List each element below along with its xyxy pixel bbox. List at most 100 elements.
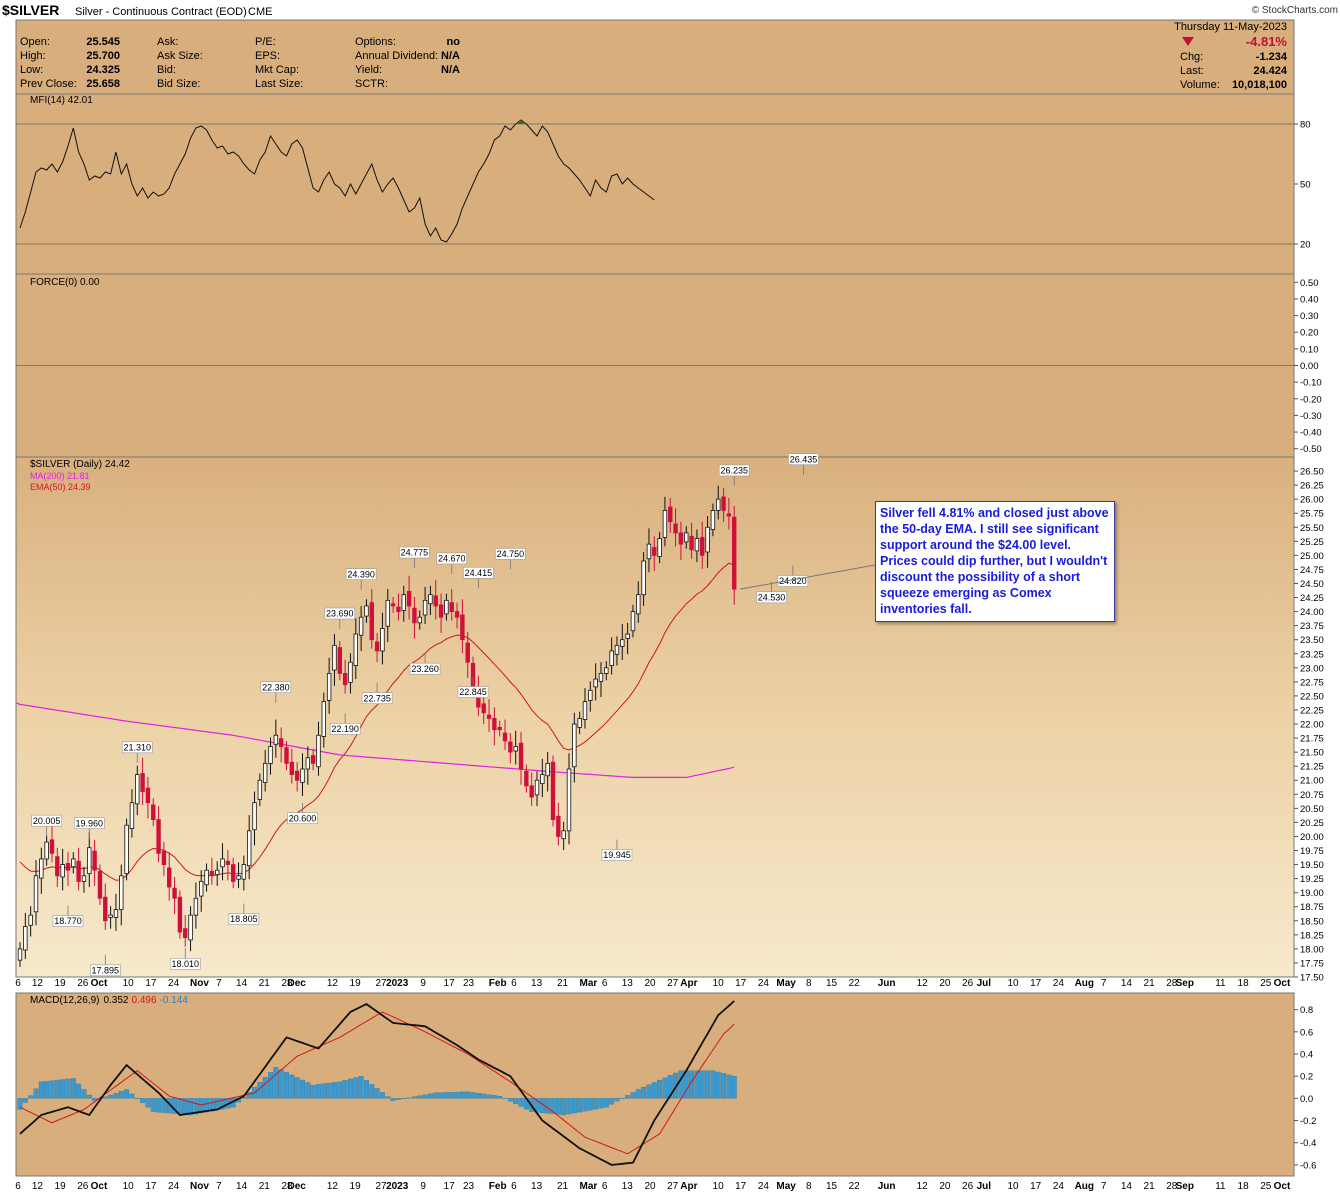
mark-label: 18.805 (230, 914, 258, 924)
price-mark: 24.775 (399, 546, 430, 569)
macd-histogram-bar (385, 1096, 391, 1099)
axis-tick-label: 21.50 (1300, 748, 1324, 759)
axis-tick-label: 19.00 (1300, 888, 1324, 899)
x-axis-label: Apr (680, 1181, 697, 1192)
candle-body (577, 718, 582, 728)
mark-box (777, 575, 809, 587)
quote-label: Ask Size: (157, 50, 203, 62)
candle-body (71, 858, 76, 868)
x-axis-label: 22 (849, 1181, 861, 1192)
mark-label: 22.735 (363, 693, 391, 703)
candle-body (646, 543, 652, 560)
macd-histogram-bar (28, 1095, 34, 1099)
price-candle (103, 883, 108, 930)
stat-label: Chg: (1180, 51, 1203, 63)
macd-histogram-bar (422, 1094, 428, 1099)
macd-histogram-bar (81, 1089, 87, 1099)
x-axis-label: 7 (1101, 978, 1107, 989)
price-candle (140, 757, 145, 805)
axis-tick-label: 25.00 (1300, 551, 1324, 562)
x-axis-label: 15 (826, 1181, 838, 1192)
quote-prev-close-value: 25.658 (86, 78, 120, 90)
axis-tick-label: 0.2 (1300, 1072, 1313, 1083)
x-axis-label: 17 (145, 1181, 157, 1192)
price-candle (385, 589, 390, 642)
candle-body (305, 757, 311, 770)
candle-body (465, 642, 470, 663)
macd-signal-line (19, 1011, 735, 1155)
ma200-line (15, 702, 735, 778)
price-candle (604, 661, 609, 681)
macd-histogram-bar (619, 1098, 625, 1100)
mark-label: 24.750 (497, 549, 525, 559)
price-candle (60, 848, 65, 891)
x-axis-label: 13 (622, 978, 634, 989)
mark-box (409, 662, 441, 675)
price-candle (230, 857, 236, 889)
macd-histogram-bar (273, 1067, 279, 1099)
axis-tick-label: 20.00 (1300, 832, 1324, 843)
axis-tick-label: 22.75 (1300, 677, 1324, 688)
down-arrow-icon (1182, 37, 1194, 46)
axis-tick-label: 26.50 (1300, 467, 1324, 478)
candle-body (657, 538, 662, 557)
x-axis-label: 9 (420, 1181, 426, 1192)
x-axis-label: 21 (1144, 978, 1156, 989)
x-axis-label: 20 (644, 1181, 656, 1192)
x-axis-label: 19 (55, 1181, 67, 1192)
candle-body (87, 847, 92, 874)
price-candle (684, 526, 689, 549)
candle-body (188, 914, 193, 941)
mark-box (463, 566, 494, 579)
mark-box (718, 464, 750, 477)
x-axis-label: 17 (1030, 978, 1042, 989)
macd-histogram-bar (550, 1098, 556, 1115)
macd-histogram-bar (342, 1080, 348, 1099)
macd-histogram-bar (262, 1077, 268, 1099)
mark-box (457, 686, 489, 698)
x-axis-label: 6 (602, 1181, 608, 1192)
macd-legend-name: MACD(12,26,9) (30, 995, 99, 1006)
axis-tick-label: 19.25 (1300, 874, 1324, 885)
candle-body (486, 714, 492, 719)
macd-histogram-bar (246, 1092, 252, 1099)
x-axis-label: Nov (190, 978, 209, 989)
x-axis-label: 28 (1166, 1181, 1178, 1192)
price-candle (497, 720, 502, 737)
axis-tick-label: 25.75 (1300, 509, 1324, 520)
axis-tick-label: 24.00 (1300, 607, 1324, 618)
macd-histogram-bar (145, 1098, 151, 1108)
x-axis-label: 19 (55, 978, 67, 989)
mfi-legend: MFI(14) 42.01 (30, 95, 93, 106)
price-candle (113, 893, 119, 931)
x-axis-label: 27 (667, 978, 679, 989)
price-candle (465, 631, 470, 678)
price-candle (369, 589, 374, 649)
macd-histogram-bar (134, 1098, 140, 1100)
axis-tick-label: 17.75 (1300, 958, 1324, 969)
price-candle (124, 818, 129, 881)
candle-body (673, 523, 678, 534)
candle-body (252, 802, 257, 831)
price-candle (486, 699, 492, 732)
x-axis-label: 17 (145, 978, 157, 989)
candle-body (236, 875, 241, 880)
axis-tick-label: 17.50 (1300, 973, 1324, 984)
macd-histogram-bar (209, 1098, 215, 1112)
x-axis-label: 10 (713, 1181, 725, 1192)
candle-body (49, 839, 55, 854)
candle-body (294, 770, 300, 781)
candle-body (588, 689, 593, 701)
candle-body (326, 673, 332, 701)
x-axis-label: 7 (216, 978, 222, 989)
candle-body (481, 703, 486, 714)
price-candle (33, 860, 39, 926)
price-candle (193, 882, 199, 929)
price-candle (428, 585, 433, 615)
x-axis-label: 2023 (386, 978, 409, 989)
price-candle (694, 529, 700, 563)
price-candle (161, 842, 167, 876)
macd-histogram-bar (545, 1098, 551, 1114)
price-candle (177, 890, 183, 939)
